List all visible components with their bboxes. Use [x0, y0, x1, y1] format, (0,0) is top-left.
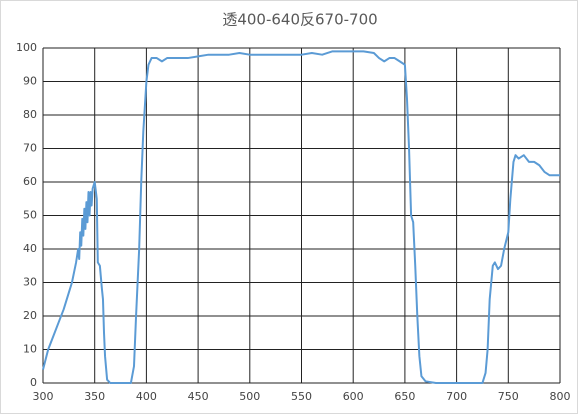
x-tick-label: 600 [343, 390, 364, 403]
x-tick-label: 550 [291, 390, 312, 403]
x-tick-label: 450 [188, 390, 209, 403]
y-tick-label: 30 [23, 276, 37, 289]
y-tick-label: 70 [23, 142, 37, 155]
y-tick-label: 10 [23, 343, 37, 356]
x-tick-label: 300 [33, 390, 54, 403]
x-tick-label: 700 [446, 390, 467, 403]
x-tick-label: 800 [550, 390, 571, 403]
x-tick-label: 750 [498, 390, 519, 403]
y-tick-label: 80 [23, 108, 37, 121]
data-line [42, 50, 560, 384]
x-tick-label: 500 [239, 390, 260, 403]
x-tick-label: 400 [136, 390, 157, 403]
y-tick-label: 0 [30, 376, 37, 389]
chart-title: 透400-640反670-700 [222, 11, 377, 29]
y-tick-label: 60 [23, 175, 37, 188]
y-tick-label: 40 [23, 242, 37, 255]
y-tick-label: 90 [23, 75, 37, 88]
y-tick-label: 50 [23, 209, 37, 222]
y-tick-label: 20 [23, 309, 37, 322]
x-tick-label: 350 [84, 390, 105, 403]
x-tick-label: 650 [394, 390, 415, 403]
y-tick-label: 100 [16, 41, 37, 54]
